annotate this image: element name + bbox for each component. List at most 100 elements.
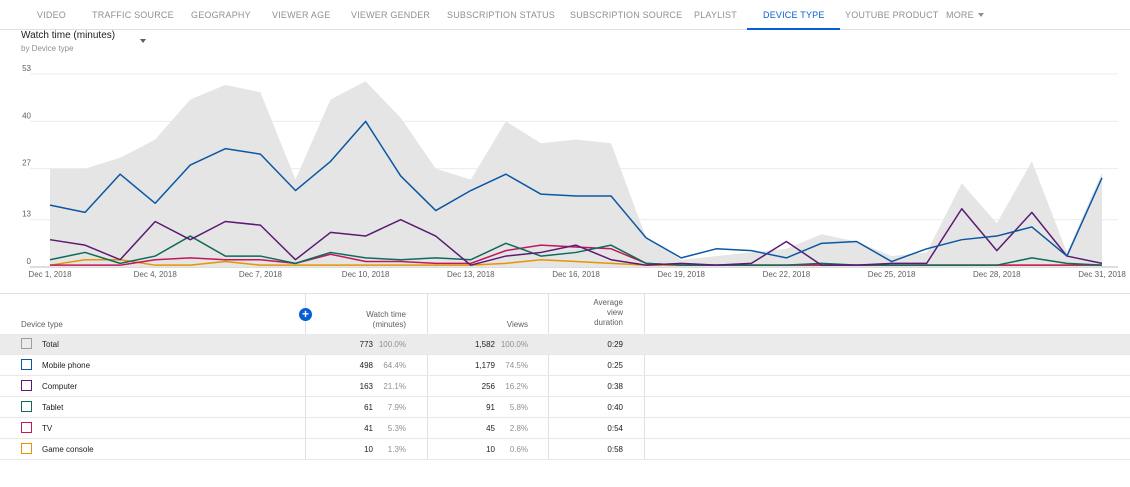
tab-more[interactable]: MORE [946,0,984,30]
row-watch-time: 41 [364,424,373,433]
metric-title: Watch time (minutes) [21,30,116,41]
series-line-mobile-phone [49,120,1103,263]
y-tick-label: 27 [22,159,31,168]
row-name: Game console [42,445,94,454]
chart-divider [0,293,1130,294]
header-watch-time-line1: Watch time [366,310,406,319]
tab-more-label: MORE [946,10,974,20]
row-views-pct: 100.0% [500,340,528,349]
row-avg-duration: 0:58 [607,445,623,454]
dropdown-arrow-icon[interactable] [140,39,146,43]
row-watch-time: 498 [359,361,373,370]
column-divider [548,294,549,460]
row-watch-time-pct: 64.4% [383,361,406,370]
row-checkbox[interactable] [21,443,32,454]
tab-youtube-product[interactable]: YOUTUBE PRODUCT [845,10,939,20]
column-divider [305,294,306,460]
row-watch-time: 10 [364,445,373,454]
y-tick-label: 13 [22,210,31,219]
row-views: 256 [481,382,495,391]
header-views[interactable]: Views [506,320,528,329]
row-watch-time-pct: 1.3% [387,445,406,454]
row-watch-time-pct: 7.9% [387,403,406,412]
row-watch-time-pct: 5.3% [387,424,406,433]
tab-subscription-status[interactable]: SUBSCRIPTION STATUS [447,10,555,20]
y-tick-label: 40 [22,111,31,120]
tab-traffic-source[interactable]: TRAFFIC SOURCE [92,10,174,20]
x-tick-label: Dec 16, 2018 [552,270,600,279]
x-tick-label: Dec 1, 2018 [28,270,72,279]
x-tick-label: Dec 25, 2018 [868,270,916,279]
tab-viewer-age[interactable]: VIEWER AGE [272,10,331,20]
device-type-table: Device type + Watch time (minutes) Views… [0,294,1130,460]
tab-subscription-source[interactable]: SUBSCRIPTION SOURCE [570,10,683,20]
row-checkbox[interactable] [21,422,32,433]
x-tick-label: Dec 4, 2018 [134,270,178,279]
column-divider [427,294,428,460]
row-name: TV [42,424,53,433]
tab-playlist[interactable]: PLAYLIST [694,10,737,20]
header-watch-time[interactable]: Watch time (minutes) [306,310,406,330]
x-tick-label: Dec 31, 2018 [1078,270,1126,279]
row-checkbox[interactable] [21,338,32,349]
row-watch-time: 773 [359,340,373,349]
table-row-tv: TV 41 5.3% 45 2.8% 0:54 [0,418,1130,439]
header-average-view-duration[interactable]: Average view duration [548,298,623,328]
row-watch-time: 61 [364,403,373,412]
x-tick-label: Dec 19, 2018 [657,270,705,279]
row-name: Computer [42,382,78,391]
watch-time-chart: 0 13 27 40 53 Dec 1, 2018 Dec 4, 2018 Dec 7, 20… [22,64,1126,279]
table-row-mobile-phone: Mobile phone 498 64.4% 1,179 74.5% 0:25 [0,355,1130,376]
row-views: 10 [486,445,495,454]
header-avg-line3: duration [594,318,623,327]
row-views: 1,582 [474,340,495,349]
header-avg-line1: Average [593,298,623,307]
column-divider [644,294,645,460]
row-views-pct: 74.5% [505,361,528,370]
x-tick-label: Dec 7, 2018 [239,270,283,279]
x-tick-label: Dec 13, 2018 [447,270,495,279]
y-tick-label: 0 [27,257,32,266]
x-tick-label: Dec 10, 2018 [342,270,390,279]
row-avg-duration: 0:38 [607,382,623,391]
total-area [50,81,1102,267]
row-watch-time-pct: 100.0% [378,340,406,349]
metric-subtitle: by Device type [21,44,74,53]
row-checkbox[interactable] [21,401,32,412]
row-watch-time-pct: 21.1% [383,382,406,391]
row-views-pct: 2.8% [509,424,528,433]
tab-viewer-gender[interactable]: VIEWER GENDER [351,10,431,20]
row-avg-duration: 0:40 [607,403,623,412]
table-row-game-console: Game console 10 1.3% 10 0.6% 0:58 [0,439,1130,460]
tab-video[interactable]: VIDEO [37,10,67,20]
row-checkbox[interactable] [21,359,32,370]
row-views-pct: 5.8% [509,403,528,412]
row-views: 45 [486,424,495,433]
chevron-down-icon [977,13,984,17]
tab-geography[interactable]: GEOGRAPHY [191,10,251,20]
series-line-computer [49,207,1103,266]
row-views: 91 [486,403,495,412]
table-header: Device type + Watch time (minutes) Views… [0,294,1130,334]
table-row-tablet: Tablet 61 7.9% 91 5.8% 0:40 [0,397,1130,418]
series-line-tablet [49,235,1103,266]
x-tick-label: Dec 22, 2018 [763,270,811,279]
header-watch-time-line2: (minutes) [372,320,406,329]
row-avg-duration: 0:29 [607,340,623,349]
report-tabs: VIDEO TRAFFIC SOURCE GEOGRAPHY VIEWER AG… [0,0,1130,30]
row-views-pct: 16.2% [505,382,528,391]
row-watch-time: 163 [359,382,373,391]
y-tick-label: 53 [22,64,31,73]
row-checkbox[interactable] [21,380,32,391]
add-metric-button[interactable]: + [299,308,312,321]
row-views: 1,179 [474,361,495,370]
header-device-type[interactable]: Device type [21,320,63,329]
tab-device-type[interactable]: DEVICE TYPE [747,0,840,30]
row-name: Mobile phone [42,361,91,370]
metric-selector[interactable]: Watch time (minutes) by Device type [21,30,115,54]
row-views-pct: 0.6% [509,445,528,454]
table-row-computer: Computer 163 21.1% 256 16.2% 0:38 [0,376,1130,397]
x-tick-label: Dec 28, 2018 [973,270,1021,279]
row-name: Total [42,340,59,349]
row-avg-duration: 0:54 [607,424,623,433]
